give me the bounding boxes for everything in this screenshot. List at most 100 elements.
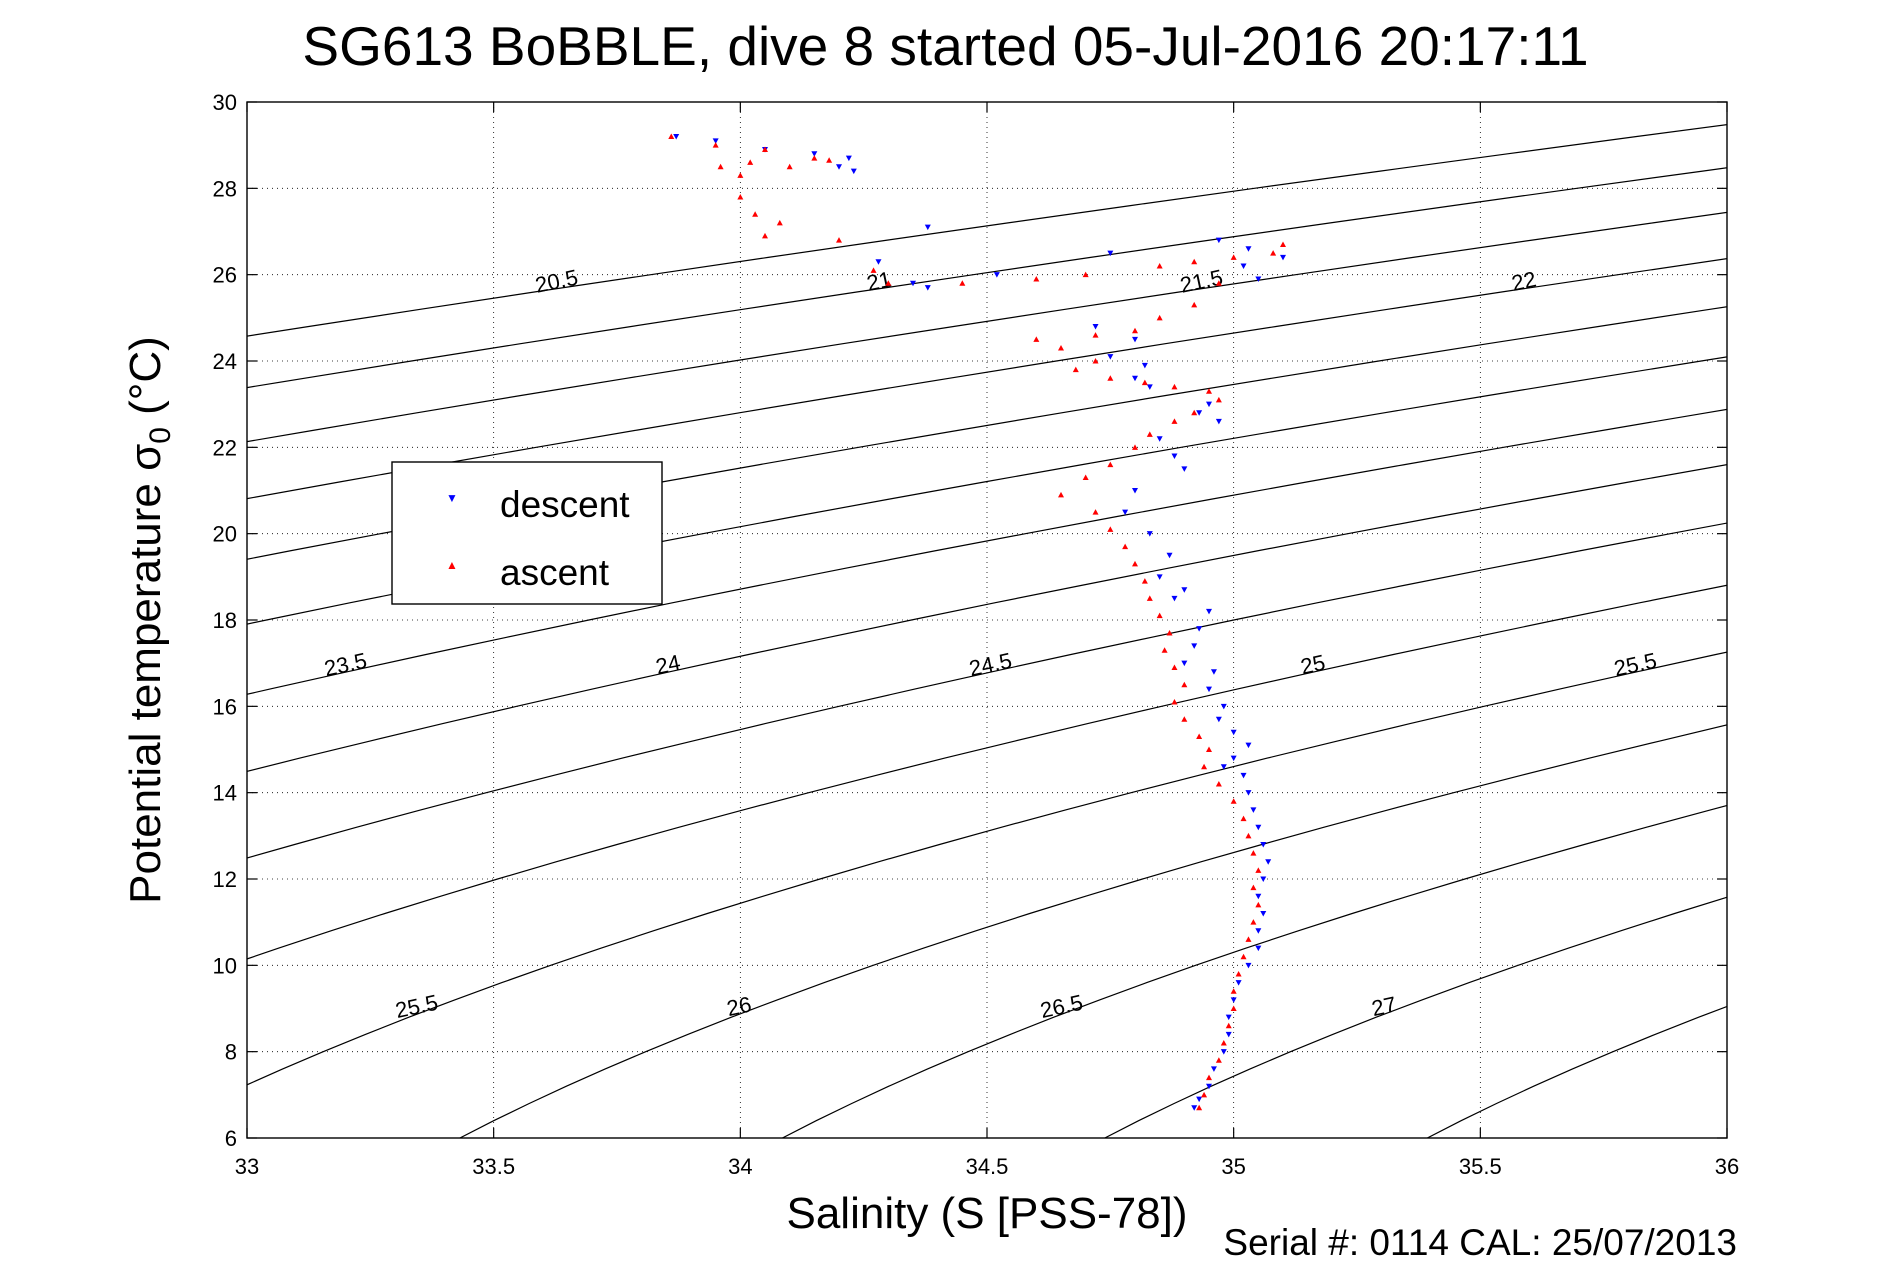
data-point <box>1241 264 1247 270</box>
data-point <box>1231 730 1237 736</box>
data-point <box>1171 384 1177 390</box>
density-contour <box>1427 102 1891 1138</box>
data-point <box>1033 336 1039 342</box>
data-point <box>1255 894 1261 900</box>
data-point <box>1147 431 1153 437</box>
data-point <box>1260 877 1266 883</box>
contour-label: 22 <box>1509 266 1538 296</box>
data-point <box>1157 315 1163 321</box>
data-point <box>1196 1105 1202 1111</box>
data-point <box>1255 825 1261 831</box>
y-tick-label: 18 <box>213 608 237 633</box>
y-tick-label: 22 <box>213 435 237 460</box>
contour-label: 24.5 <box>967 648 1014 681</box>
contour-label: 26 <box>724 992 753 1022</box>
data-point <box>1201 764 1207 770</box>
contour-label: 21 <box>864 266 893 296</box>
data-point <box>1255 902 1261 908</box>
data-point <box>1147 595 1153 601</box>
density-contour <box>460 102 1891 1138</box>
y-tick-label: 28 <box>213 176 237 201</box>
legend-label-ascent: ascent <box>500 552 610 593</box>
data-point <box>811 155 817 161</box>
data-point <box>1181 661 1187 667</box>
data-point <box>1226 1015 1232 1021</box>
x-tick-label: 33 <box>235 1154 259 1179</box>
data-point <box>1142 380 1148 386</box>
x-tick-label: 33.5 <box>472 1154 515 1179</box>
contour-label: 25.5 <box>1612 648 1659 681</box>
data-point <box>1280 241 1286 247</box>
data-point <box>737 194 743 200</box>
data-point <box>673 134 679 140</box>
data-point <box>826 157 832 163</box>
data-point <box>836 164 842 170</box>
data-point <box>1107 354 1113 360</box>
data-point <box>1216 717 1222 723</box>
data-point <box>1157 436 1163 442</box>
data-point <box>1206 1075 1212 1081</box>
data-point <box>1191 643 1197 649</box>
data-point <box>1201 1092 1207 1098</box>
data-point <box>1157 613 1163 619</box>
contour-label: 27 <box>1369 992 1398 1022</box>
grid <box>247 102 1727 1138</box>
data-point <box>1191 259 1197 265</box>
data-point <box>1241 773 1247 779</box>
data-point <box>1033 276 1039 282</box>
legend-marker-ascent: ▲ <box>446 558 458 572</box>
data-point <box>1245 963 1251 969</box>
data-point <box>1142 363 1148 369</box>
y-tick-label: 14 <box>213 781 237 806</box>
data-point <box>787 164 793 170</box>
data-point <box>713 142 719 148</box>
data-point <box>1196 734 1202 740</box>
data-point <box>1107 462 1113 468</box>
data-point <box>1132 328 1138 334</box>
data-point <box>1211 669 1217 675</box>
legend: ▼ descent ▲ ascent <box>392 462 662 604</box>
data-point <box>1270 250 1276 256</box>
data-point <box>1231 1006 1237 1012</box>
data-point <box>1250 807 1256 813</box>
data-point <box>1093 509 1099 514</box>
data-point <box>1196 410 1202 416</box>
data-point <box>1221 1040 1227 1046</box>
data-point <box>1231 254 1237 260</box>
data-point <box>925 285 931 291</box>
legend-label-descent: descent <box>500 484 630 525</box>
legend-marker-descent: ▼ <box>446 491 458 505</box>
data-point <box>1157 263 1163 269</box>
data-point <box>747 159 753 165</box>
y-tick-label: 24 <box>213 349 237 374</box>
data-point <box>1260 911 1266 917</box>
data-point <box>1216 1057 1222 1063</box>
data-point <box>1206 687 1212 693</box>
y-tick-label: 8 <box>225 1040 237 1065</box>
data-point <box>1221 704 1227 710</box>
x-tick-label: 36 <box>1715 1154 1739 1179</box>
data-point <box>1255 946 1261 952</box>
data-point <box>1206 609 1212 615</box>
data-point <box>925 225 931 231</box>
contour-label: 26.5 <box>1038 990 1085 1023</box>
data-point <box>1226 1023 1232 1029</box>
data-point <box>1255 867 1261 873</box>
data-point <box>1231 988 1237 994</box>
data-point <box>1107 375 1113 381</box>
data-point <box>1250 850 1256 856</box>
data-point <box>994 272 1000 278</box>
data-point <box>752 211 758 217</box>
data-point <box>1196 626 1202 632</box>
data-point <box>1280 255 1286 261</box>
data-point <box>1196 1097 1202 1103</box>
y-tick-label: 30 <box>213 90 237 115</box>
data-point <box>1142 578 1148 584</box>
data-point <box>1250 885 1256 891</box>
data-point <box>1171 418 1177 424</box>
data-point <box>875 259 881 265</box>
data-point <box>1181 716 1187 722</box>
x-tick-label: 34 <box>728 1154 752 1179</box>
data-point <box>1073 367 1079 373</box>
